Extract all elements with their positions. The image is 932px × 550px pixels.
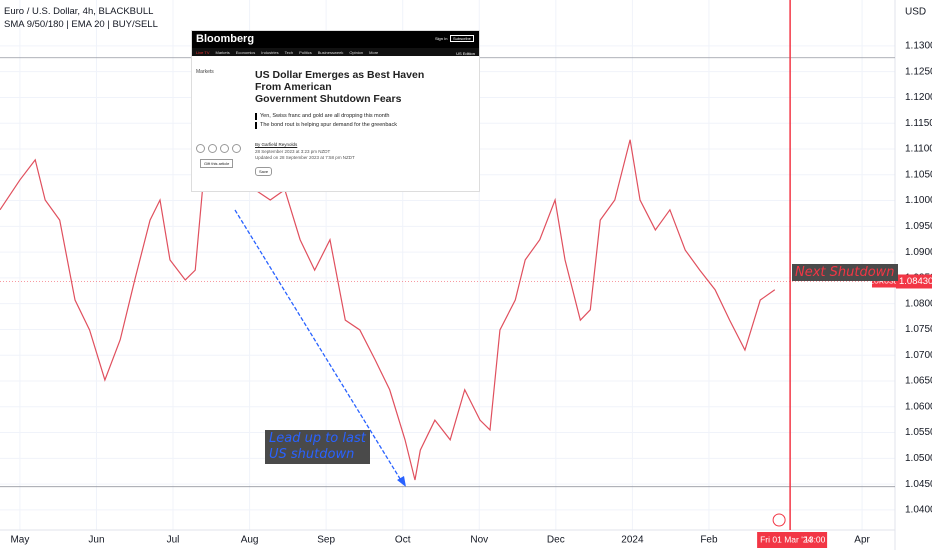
annotation-line: US shutdown	[269, 447, 355, 462]
arrow-head	[397, 476, 406, 487]
news-inset: Bloomberg Sign In Subscribe Live TV Marke…	[191, 30, 480, 192]
last-price-box	[896, 274, 932, 289]
bullets: Yen, Swiss franc and gold are all droppi…	[255, 113, 397, 131]
icon	[220, 144, 229, 153]
y-tick-label: 1.05000	[905, 453, 932, 464]
nav-item: Politics	[299, 49, 312, 55]
bullet: The bond rout is helping spur demand for…	[255, 122, 397, 129]
y-tick-label: 1.06000	[905, 401, 932, 412]
nav-item: Industries	[261, 49, 279, 55]
inset-topbar: Bloomberg Sign In Subscribe	[192, 31, 479, 48]
brand: Bloomberg	[196, 33, 255, 45]
edition: US Edition	[456, 51, 475, 56]
inset-nav: Live TV Markets Economics Industries Tech Pol…	[192, 48, 479, 56]
x-tick-label: Oct	[395, 535, 411, 546]
indicators: SMA 9/50/180 | EMA 20 | BUY/SELL	[4, 19, 158, 30]
crosshair-date: Fri 01 Mar '24	[760, 534, 812, 544]
headline-line: US Dollar Emerges as Best Haven	[255, 69, 425, 81]
y-tick-label: 1.08000	[905, 298, 932, 309]
sign-in: Sign In	[435, 36, 448, 41]
annotation: Lead up to last US shutdown	[265, 430, 370, 464]
crosshair-time: 13:00	[804, 534, 826, 544]
nav-item: Economics	[235, 49, 256, 55]
y-tick-label: 1.04500	[905, 479, 932, 490]
icon	[208, 144, 217, 153]
y-tick-label: 1.07500	[905, 324, 932, 335]
x-tick-label: May	[10, 535, 29, 546]
annotation: Next Shutdown	[792, 264, 898, 281]
y-tick-label: 1.13000	[905, 41, 932, 52]
nav-item: Opinion	[349, 49, 364, 55]
headline-line: Government Shutdown Fears	[255, 93, 402, 105]
symbol-label: EURUSD	[869, 278, 899, 285]
section: Markets	[196, 69, 214, 75]
y-tick-label: 1.07000	[905, 350, 932, 361]
y-tick-label: 1.04000	[905, 505, 932, 516]
chart-title: Euro / U.S. Dollar, 4h, BLACKBULL	[4, 6, 154, 17]
event-icon	[772, 513, 786, 527]
y-tick-label: 1.10500	[905, 169, 932, 180]
bullet: Yen, Swiss franc and gold are all droppi…	[255, 113, 397, 120]
nav-item: Tech	[284, 49, 294, 55]
y-tick-label: 1.12000	[905, 92, 932, 103]
save: Save	[255, 167, 273, 176]
icon	[196, 144, 205, 153]
nav-item: More	[369, 49, 379, 55]
crosshair-box	[757, 532, 828, 548]
price-line	[0, 68, 776, 481]
last-price-label: 1.08430	[899, 276, 932, 287]
trend-arrow	[234, 209, 403, 483]
x-tick-label: Sep	[317, 535, 335, 546]
x-tick-label: Dec	[547, 535, 565, 546]
y-tick-label: 1.10000	[905, 195, 932, 206]
updated: Updated on 28 September 2023 at 7:58 pm …	[255, 155, 355, 160]
y-tick-label: 1.11500	[905, 118, 932, 129]
y-tick-label: 1.09500	[905, 221, 932, 232]
headline-line: From American	[255, 81, 332, 93]
y-tick-label: 1.06500	[905, 376, 932, 387]
gift: Gift this article	[200, 159, 234, 168]
y-tick-label: 1.11000	[905, 144, 932, 155]
published: 28 September 2023 at 3:23 pm NZDT	[255, 149, 331, 154]
x-tick-label: Apr	[854, 535, 870, 546]
x-tick-label: Nov	[470, 535, 488, 546]
headline: US Dollar Emerges as Best Haven From Amer…	[255, 69, 424, 105]
x-tick-label: 2024	[621, 535, 644, 546]
nav-item: Markets	[215, 49, 230, 55]
annotation-line: Next Shutdown	[795, 265, 895, 280]
subscribe: Subscribe	[450, 35, 474, 42]
x-tick-label: Jul	[167, 535, 180, 546]
x-tick-label: Feb	[700, 535, 718, 546]
y-tick-label: 1.12500	[905, 66, 932, 77]
share-icons	[196, 144, 241, 153]
nav-item: Businessweek	[317, 49, 344, 55]
currency: USD	[905, 7, 926, 18]
y-tick-label: 1.05500	[905, 427, 932, 438]
author: By Garfield Reynolds	[255, 142, 298, 147]
nav-item: Live TV	[196, 49, 210, 55]
y-tick-label: 1.09000	[905, 247, 932, 258]
x-tick-label: Aug	[241, 535, 259, 546]
annotation-line: Lead up to last	[269, 431, 366, 446]
x-tick-label: Jun	[88, 535, 104, 546]
icon	[232, 144, 241, 153]
